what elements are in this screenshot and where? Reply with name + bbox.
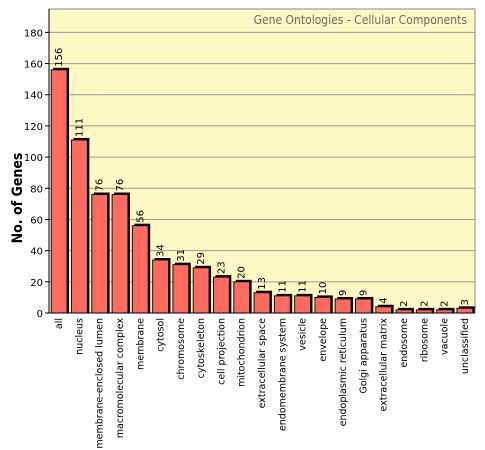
bar bbox=[192, 267, 210, 314]
category-label: ribosome bbox=[419, 318, 430, 362]
value-label: 9 bbox=[338, 290, 349, 296]
value-label: 2 bbox=[399, 301, 410, 307]
y-tick-label: 80 bbox=[30, 184, 43, 195]
category-label: endomembrane system bbox=[277, 318, 288, 431]
bar bbox=[375, 306, 393, 314]
category-label: cytoskeleton bbox=[196, 318, 207, 378]
bar bbox=[91, 194, 109, 314]
value-label: 3 bbox=[460, 299, 471, 305]
category-label: membrane-enclosed lumen bbox=[95, 318, 106, 449]
bar bbox=[334, 298, 352, 314]
value-label: 2 bbox=[419, 301, 430, 307]
value-label: 2 bbox=[440, 301, 451, 307]
value-label: 13 bbox=[257, 277, 268, 290]
y-tick-label: 100 bbox=[24, 153, 43, 164]
category-label: membrane bbox=[135, 318, 146, 370]
category-label: cytosol bbox=[156, 318, 167, 352]
bar bbox=[273, 295, 291, 314]
value-label: 11 bbox=[298, 280, 309, 293]
value-label: 56 bbox=[135, 210, 146, 223]
value-label: 156 bbox=[54, 48, 65, 67]
category-label: endoplasmic reticulum bbox=[338, 318, 349, 426]
category-label: vesicle bbox=[298, 318, 309, 351]
category-label: mitochondrion bbox=[237, 318, 248, 387]
bar bbox=[71, 139, 88, 314]
value-label: 34 bbox=[156, 244, 167, 257]
y-tick-label: 20 bbox=[30, 278, 43, 289]
value-label: 29 bbox=[196, 252, 207, 265]
value-label: 11 bbox=[277, 280, 288, 293]
y-tick-label: 140 bbox=[24, 91, 43, 102]
bar bbox=[456, 307, 474, 314]
bar bbox=[111, 194, 129, 314]
category-label: Golgi apparatus bbox=[358, 318, 369, 394]
y-tick-label: 40 bbox=[30, 247, 43, 258]
value-label: 76 bbox=[95, 179, 106, 192]
bars bbox=[50, 67, 475, 314]
chart-title: Gene Ontologies - Cellular Components bbox=[254, 13, 468, 27]
y-tick-label: 60 bbox=[30, 215, 43, 226]
bar bbox=[50, 69, 68, 314]
bar bbox=[233, 281, 251, 314]
category-label: cell projection bbox=[216, 318, 227, 385]
category-label: endosome bbox=[399, 318, 410, 368]
bar bbox=[152, 259, 169, 314]
category-label: macromolecular complex bbox=[115, 318, 126, 439]
value-label: 111 bbox=[74, 118, 85, 137]
category-label: nucleus bbox=[74, 318, 85, 355]
category-label: extracellular matrix bbox=[379, 318, 390, 412]
y-tick-label: 120 bbox=[24, 122, 43, 133]
bar bbox=[172, 264, 190, 314]
value-label: 31 bbox=[176, 249, 187, 262]
value-label: 23 bbox=[216, 261, 227, 274]
y-tick-label: 0 bbox=[37, 309, 43, 320]
category-label: extracellular space bbox=[257, 318, 268, 409]
y-axis-label: No. of Genes bbox=[10, 153, 26, 244]
bar bbox=[131, 225, 149, 314]
category-label: unclassified bbox=[460, 318, 471, 374]
category-label: all bbox=[54, 318, 65, 329]
bar bbox=[355, 298, 372, 314]
value-label: 76 bbox=[115, 179, 126, 192]
value-label: 10 bbox=[318, 282, 329, 295]
value-label: 9 bbox=[358, 290, 369, 296]
value-label: 4 bbox=[379, 297, 390, 303]
y-tick-label: 180 bbox=[24, 28, 43, 39]
bar bbox=[253, 292, 271, 314]
value-label: 20 bbox=[237, 266, 248, 279]
y-tick-label: 160 bbox=[24, 60, 43, 71]
category-label: chromosome bbox=[176, 318, 187, 380]
y-axis-ticks: 0 20 40 60 80 100 120 140 160 180 bbox=[24, 28, 49, 320]
category-label: envelope bbox=[318, 318, 329, 362]
bar bbox=[213, 276, 230, 314]
bar bbox=[314, 296, 332, 314]
category-label: vacuole bbox=[440, 318, 451, 355]
bar bbox=[294, 295, 311, 314]
category-labels: all nucleus membrane-enclosed lumen macromo… bbox=[54, 318, 471, 449]
